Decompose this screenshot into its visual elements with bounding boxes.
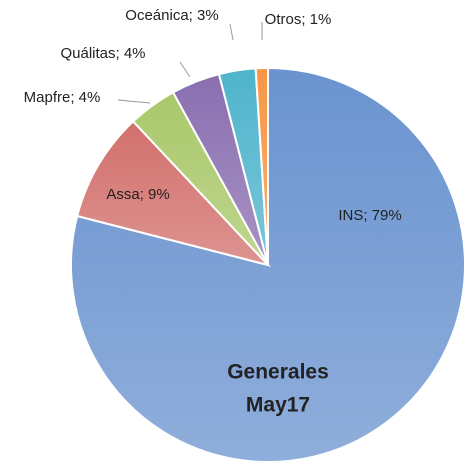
leader-line — [229, 23, 234, 41]
slice-shade — [77, 121, 268, 265]
data-label: Mapfre; 4% — [24, 89, 101, 106]
data-label: Oceánica; 3% — [125, 7, 218, 24]
slice-shade — [173, 74, 268, 265]
leader-line — [117, 99, 151, 104]
chart-title-line: Generales — [227, 361, 329, 384]
slice-shade — [219, 68, 268, 265]
chart-title-line: May17 — [246, 394, 310, 417]
data-label: Otros; 1% — [265, 11, 332, 28]
slice-shade — [255, 68, 268, 265]
data-label: INS; 79% — [338, 207, 401, 224]
slices — [70, 66, 464, 463]
slice-shade — [133, 92, 268, 265]
data-label: Quálitas; 4% — [60, 45, 145, 62]
leader-line — [179, 61, 191, 78]
data-label: Assa; 9% — [106, 186, 169, 203]
